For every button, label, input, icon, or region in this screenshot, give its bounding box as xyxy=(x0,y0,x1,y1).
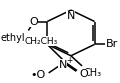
Text: ethyl: ethyl xyxy=(1,33,25,43)
Text: N: N xyxy=(67,11,75,21)
Text: O: O xyxy=(79,69,88,79)
Text: +: + xyxy=(66,56,73,65)
Text: O: O xyxy=(29,17,38,26)
Text: CH₂CH₃: CH₂CH₃ xyxy=(25,37,58,46)
Text: CH₃: CH₃ xyxy=(84,68,102,78)
Text: Br: Br xyxy=(106,39,118,49)
Text: N: N xyxy=(59,60,67,70)
Text: •O: •O xyxy=(30,70,46,80)
